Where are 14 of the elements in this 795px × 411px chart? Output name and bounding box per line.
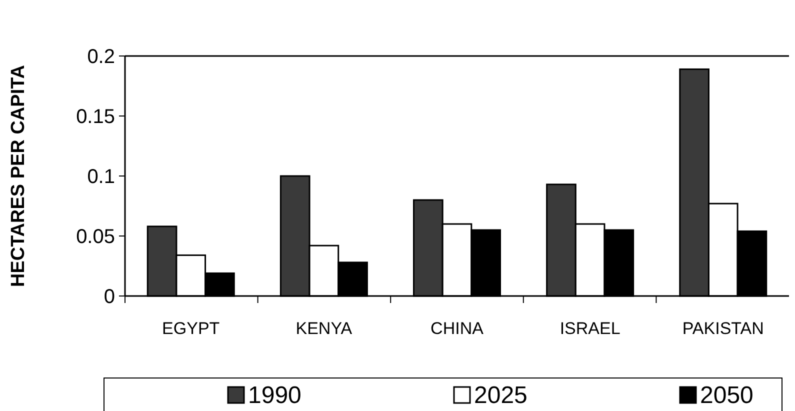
x-tick-label: ISRAEL (560, 319, 620, 338)
legend-label: 1990 (248, 382, 302, 409)
y-axis-title: HECTARES PER CAPITA (8, 64, 29, 288)
y-tick-label: 0 (104, 286, 115, 308)
y-tick-label: 0.15 (76, 106, 115, 128)
y-tick-label: 0.2 (87, 46, 115, 68)
y-tick-label: 0.05 (76, 226, 115, 248)
y-tick-label: 0.1 (87, 166, 115, 188)
legend-label: 2050 (700, 382, 754, 409)
legend-label: 2025 (474, 382, 528, 409)
x-tick-label: CHINA (430, 319, 484, 338)
x-tick-label: PAKISTAN (682, 319, 764, 338)
x-tick-label: EGYPT (162, 319, 220, 338)
x-tick-label: KENYA (296, 319, 353, 338)
